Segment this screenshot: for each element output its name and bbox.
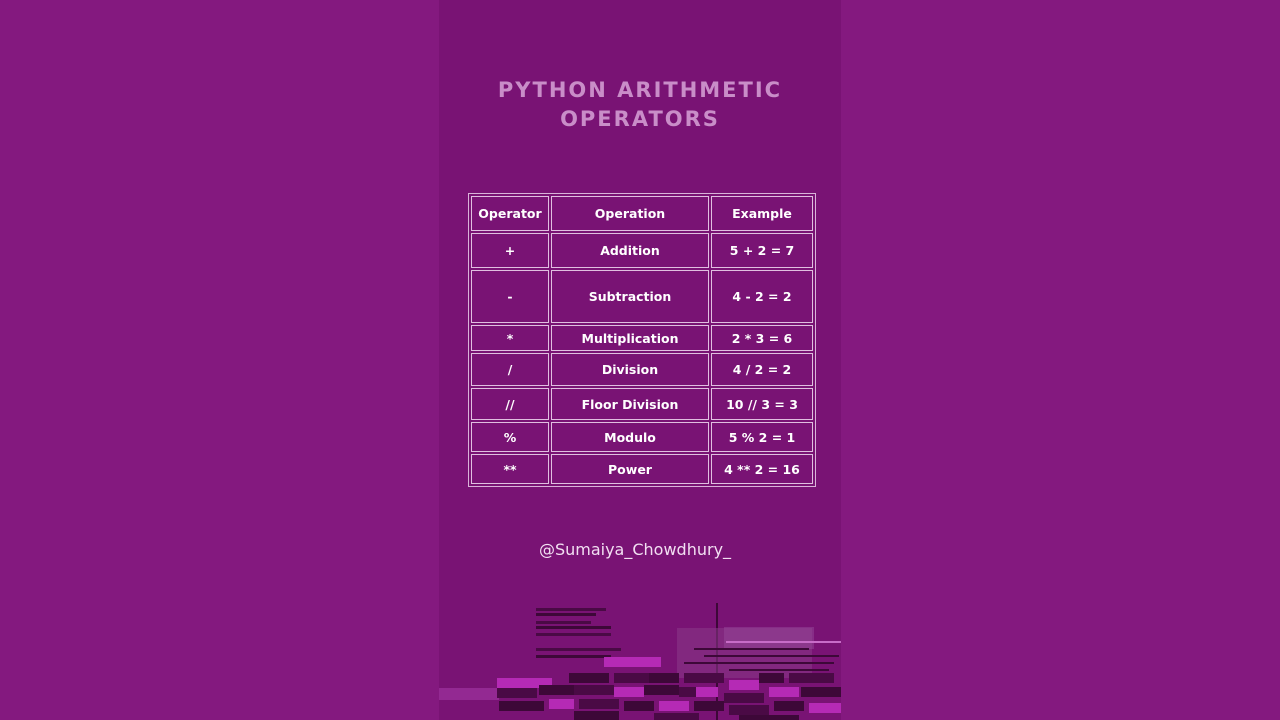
cell-example: 10 // 3 = 3 [711,388,813,420]
decorative-code-pattern [439,603,841,720]
table-header-row: Operator Operation Example [471,196,813,231]
cell-example: 5 + 2 = 7 [711,233,813,268]
header-operation: Operation [551,196,709,231]
cell-example: 4 ** 2 = 16 [711,454,813,484]
cell-operation: Floor Division [551,388,709,420]
header-operator: Operator [471,196,549,231]
cell-operation: Subtraction [551,270,709,323]
cell-operation: Addition [551,233,709,268]
operators-table: Operator Operation Example + Addition 5 … [468,193,816,487]
content-card: PYTHON ARITHMETIC OPERATORS Operator Ope… [439,0,841,720]
cell-operator: / [471,353,549,386]
cell-operation: Power [551,454,709,484]
cell-operator: + [471,233,549,268]
page-title: PYTHON ARITHMETIC OPERATORS [439,76,841,134]
table-row: * Multiplication 2 * 3 = 6 [471,325,813,351]
cell-operator: - [471,270,549,323]
table-row: ** Power 4 ** 2 = 16 [471,454,813,484]
cell-example: 4 - 2 = 2 [711,270,813,323]
left-blurred-panel [0,0,439,720]
cell-operator: % [471,422,549,452]
cell-example: 2 * 3 = 6 [711,325,813,351]
table-row: + Addition 5 + 2 = 7 [471,233,813,268]
cell-operation: Division [551,353,709,386]
table-row: // Floor Division 10 // 3 = 3 [471,388,813,420]
cell-operator: ** [471,454,549,484]
table-row: / Division 4 / 2 = 2 [471,353,813,386]
table-row: - Subtraction 4 - 2 = 2 [471,270,813,323]
cell-operator: * [471,325,549,351]
title-line-2: OPERATORS [560,107,720,131]
cell-operation: Multiplication [551,325,709,351]
cell-example: 4 / 2 = 2 [711,353,813,386]
cell-operator: // [471,388,549,420]
title-line-1: PYTHON ARITHMETIC [497,78,783,102]
right-blurred-panel [841,0,1280,720]
author-handle: @Sumaiya_Chowdhury_ [538,540,732,559]
table-row: % Modulo 5 % 2 = 1 [471,422,813,452]
header-example: Example [711,196,813,231]
cell-example: 5 % 2 = 1 [711,422,813,452]
cell-operation: Modulo [551,422,709,452]
